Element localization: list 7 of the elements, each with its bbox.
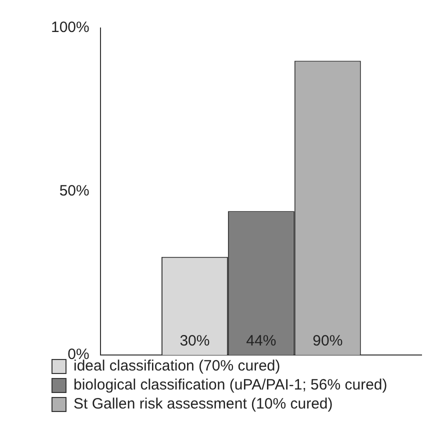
data-label: 30%: [180, 332, 210, 350]
legend-label: St Gallen risk assessment (10% cured): [74, 396, 333, 413]
y-tick-label: 50%: [59, 182, 90, 200]
legend-label: biological classification (uPA/PAI-1; 56% cured): [74, 376, 388, 394]
data-label: 90%: [312, 332, 343, 350]
y-tick-label: 100%: [50, 19, 90, 36]
data-label: 44%: [246, 332, 276, 350]
